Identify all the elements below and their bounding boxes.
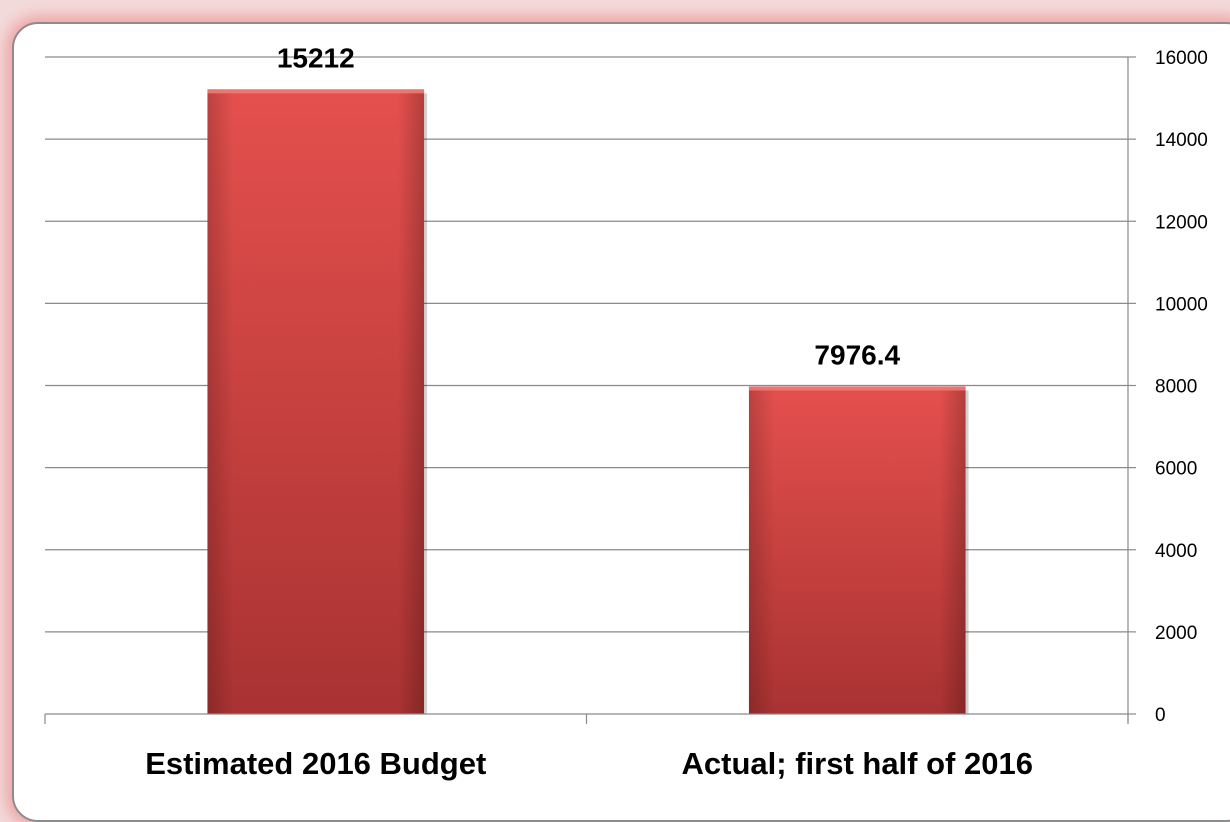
category-label: Actual; first half of 2016	[682, 746, 1033, 781]
bar-top-highlight	[748, 386, 966, 391]
y-tick-label: 8000	[1155, 377, 1197, 398]
bars-group	[207, 89, 969, 715]
bar-edge-shade	[748, 386, 966, 714]
bar-top-highlight	[207, 89, 425, 94]
y-tick-label: 2000	[1155, 623, 1197, 644]
y-tick-label: 14000	[1155, 130, 1208, 151]
labels-group: 0 2000 4000 6000 8000 10000 12000 14000 16000 152…	[145, 42, 1208, 781]
data-label: 15212	[277, 42, 355, 73]
y-tick-label: 6000	[1155, 459, 1197, 480]
data-label: 7976.4	[814, 339, 900, 370]
axes-group	[44, 56, 1136, 724]
bar-chart: 0 2000 4000 6000 8000 10000 12000 14000 16000 152…	[44, 42, 1208, 781]
y-tick-label: 10000	[1155, 294, 1208, 315]
category-label: Estimated 2016 Budget	[145, 746, 486, 781]
y-tick-label: 0	[1155, 705, 1166, 726]
y-tick-label: 4000	[1155, 541, 1197, 562]
bar-edge-shade	[207, 89, 425, 715]
y-tick-label: 12000	[1155, 212, 1208, 233]
y-tick-label: 16000	[1155, 48, 1208, 69]
